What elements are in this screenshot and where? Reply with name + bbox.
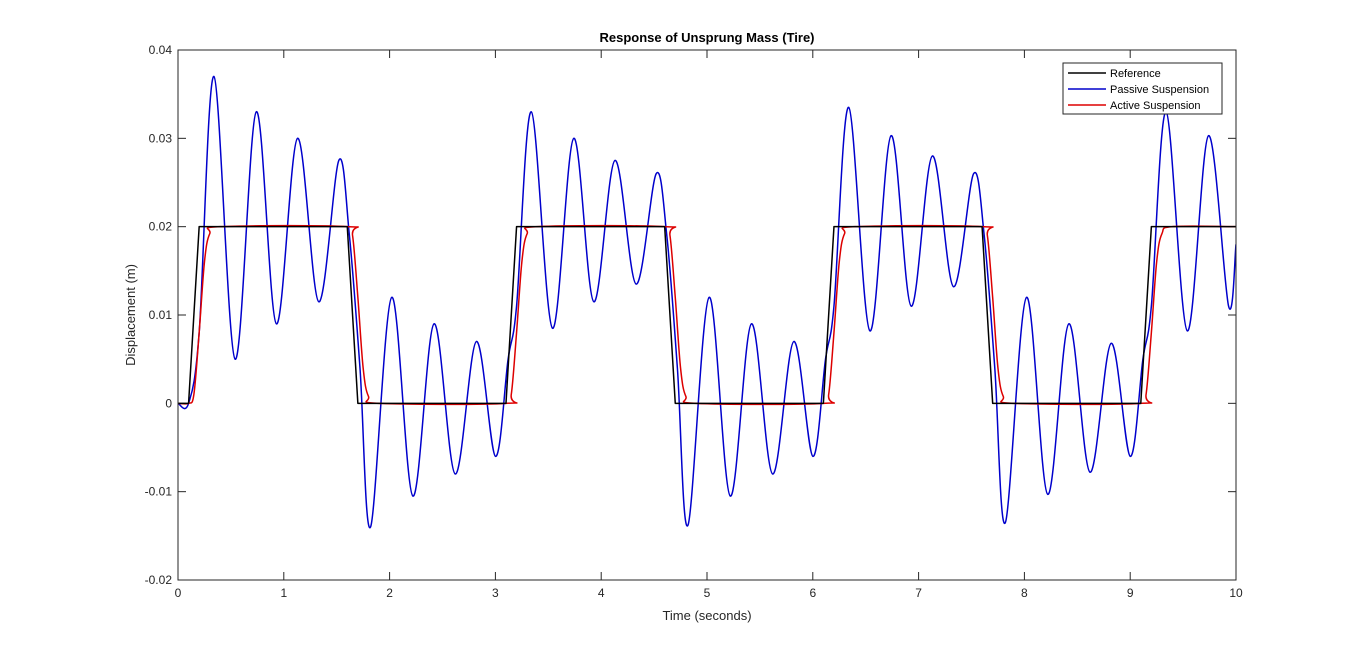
- x-axis-label: Time (seconds): [662, 608, 751, 623]
- x-tick-label: 10: [1229, 586, 1243, 600]
- x-tick-label: 9: [1127, 586, 1134, 600]
- x-tick-label: 1: [280, 586, 287, 600]
- plot-area: [178, 50, 1236, 580]
- x-axis-ticks: 0 1 2 3 4 5 6 7 8 9 10: [175, 50, 1243, 600]
- y-tick-label: -0.02: [145, 573, 173, 587]
- x-tick-label: 8: [1021, 586, 1028, 600]
- y-axis-label: Displacement (m): [123, 264, 138, 366]
- x-tick-label: 2: [386, 586, 393, 600]
- x-tick-label: 4: [598, 586, 605, 600]
- y-tick-label: 0: [165, 396, 172, 410]
- x-tick-label: 3: [492, 586, 499, 600]
- legend-label-active: Active Suspension: [1110, 100, 1201, 112]
- y-tick-label: 0.02: [149, 220, 173, 234]
- x-tick-label: 5: [704, 586, 711, 600]
- legend-label-reference: Reference: [1110, 68, 1161, 80]
- x-tick-label: 7: [915, 586, 922, 600]
- series-layer: [178, 75, 1236, 529]
- x-tick-label: 0: [175, 586, 182, 600]
- series-passive-suspension-line: [178, 75, 1236, 529]
- series-reference-line: [178, 225, 1236, 405]
- chart-title: Response of Unsprung Mass (Tire): [599, 30, 814, 45]
- y-tick-label: 0.03: [149, 131, 173, 145]
- x-tick-label: 6: [809, 586, 816, 600]
- legend[interactable]: Reference Passive Suspension Active Susp…: [1062, 62, 1223, 115]
- y-tick-label: -0.01: [145, 485, 173, 499]
- y-axis-ticks: -0.02 -0.01 0 0.01 0.02 0.03 0.04: [145, 43, 1236, 587]
- plot-frame: [177, 49, 1237, 581]
- y-tick-label: 0.01: [149, 308, 173, 322]
- legend-label-passive: Passive Suspension: [1110, 84, 1209, 96]
- y-tick-label: 0.04: [149, 43, 173, 57]
